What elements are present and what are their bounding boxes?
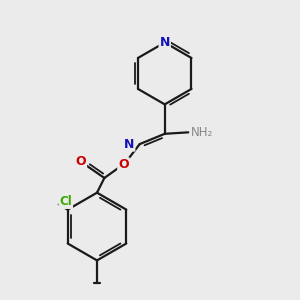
Text: O: O: [118, 158, 129, 171]
Text: N: N: [124, 138, 134, 151]
Text: N: N: [160, 36, 170, 49]
Text: NH₂: NH₂: [191, 126, 214, 139]
Text: Cl: Cl: [59, 195, 72, 208]
Text: O: O: [76, 155, 86, 168]
